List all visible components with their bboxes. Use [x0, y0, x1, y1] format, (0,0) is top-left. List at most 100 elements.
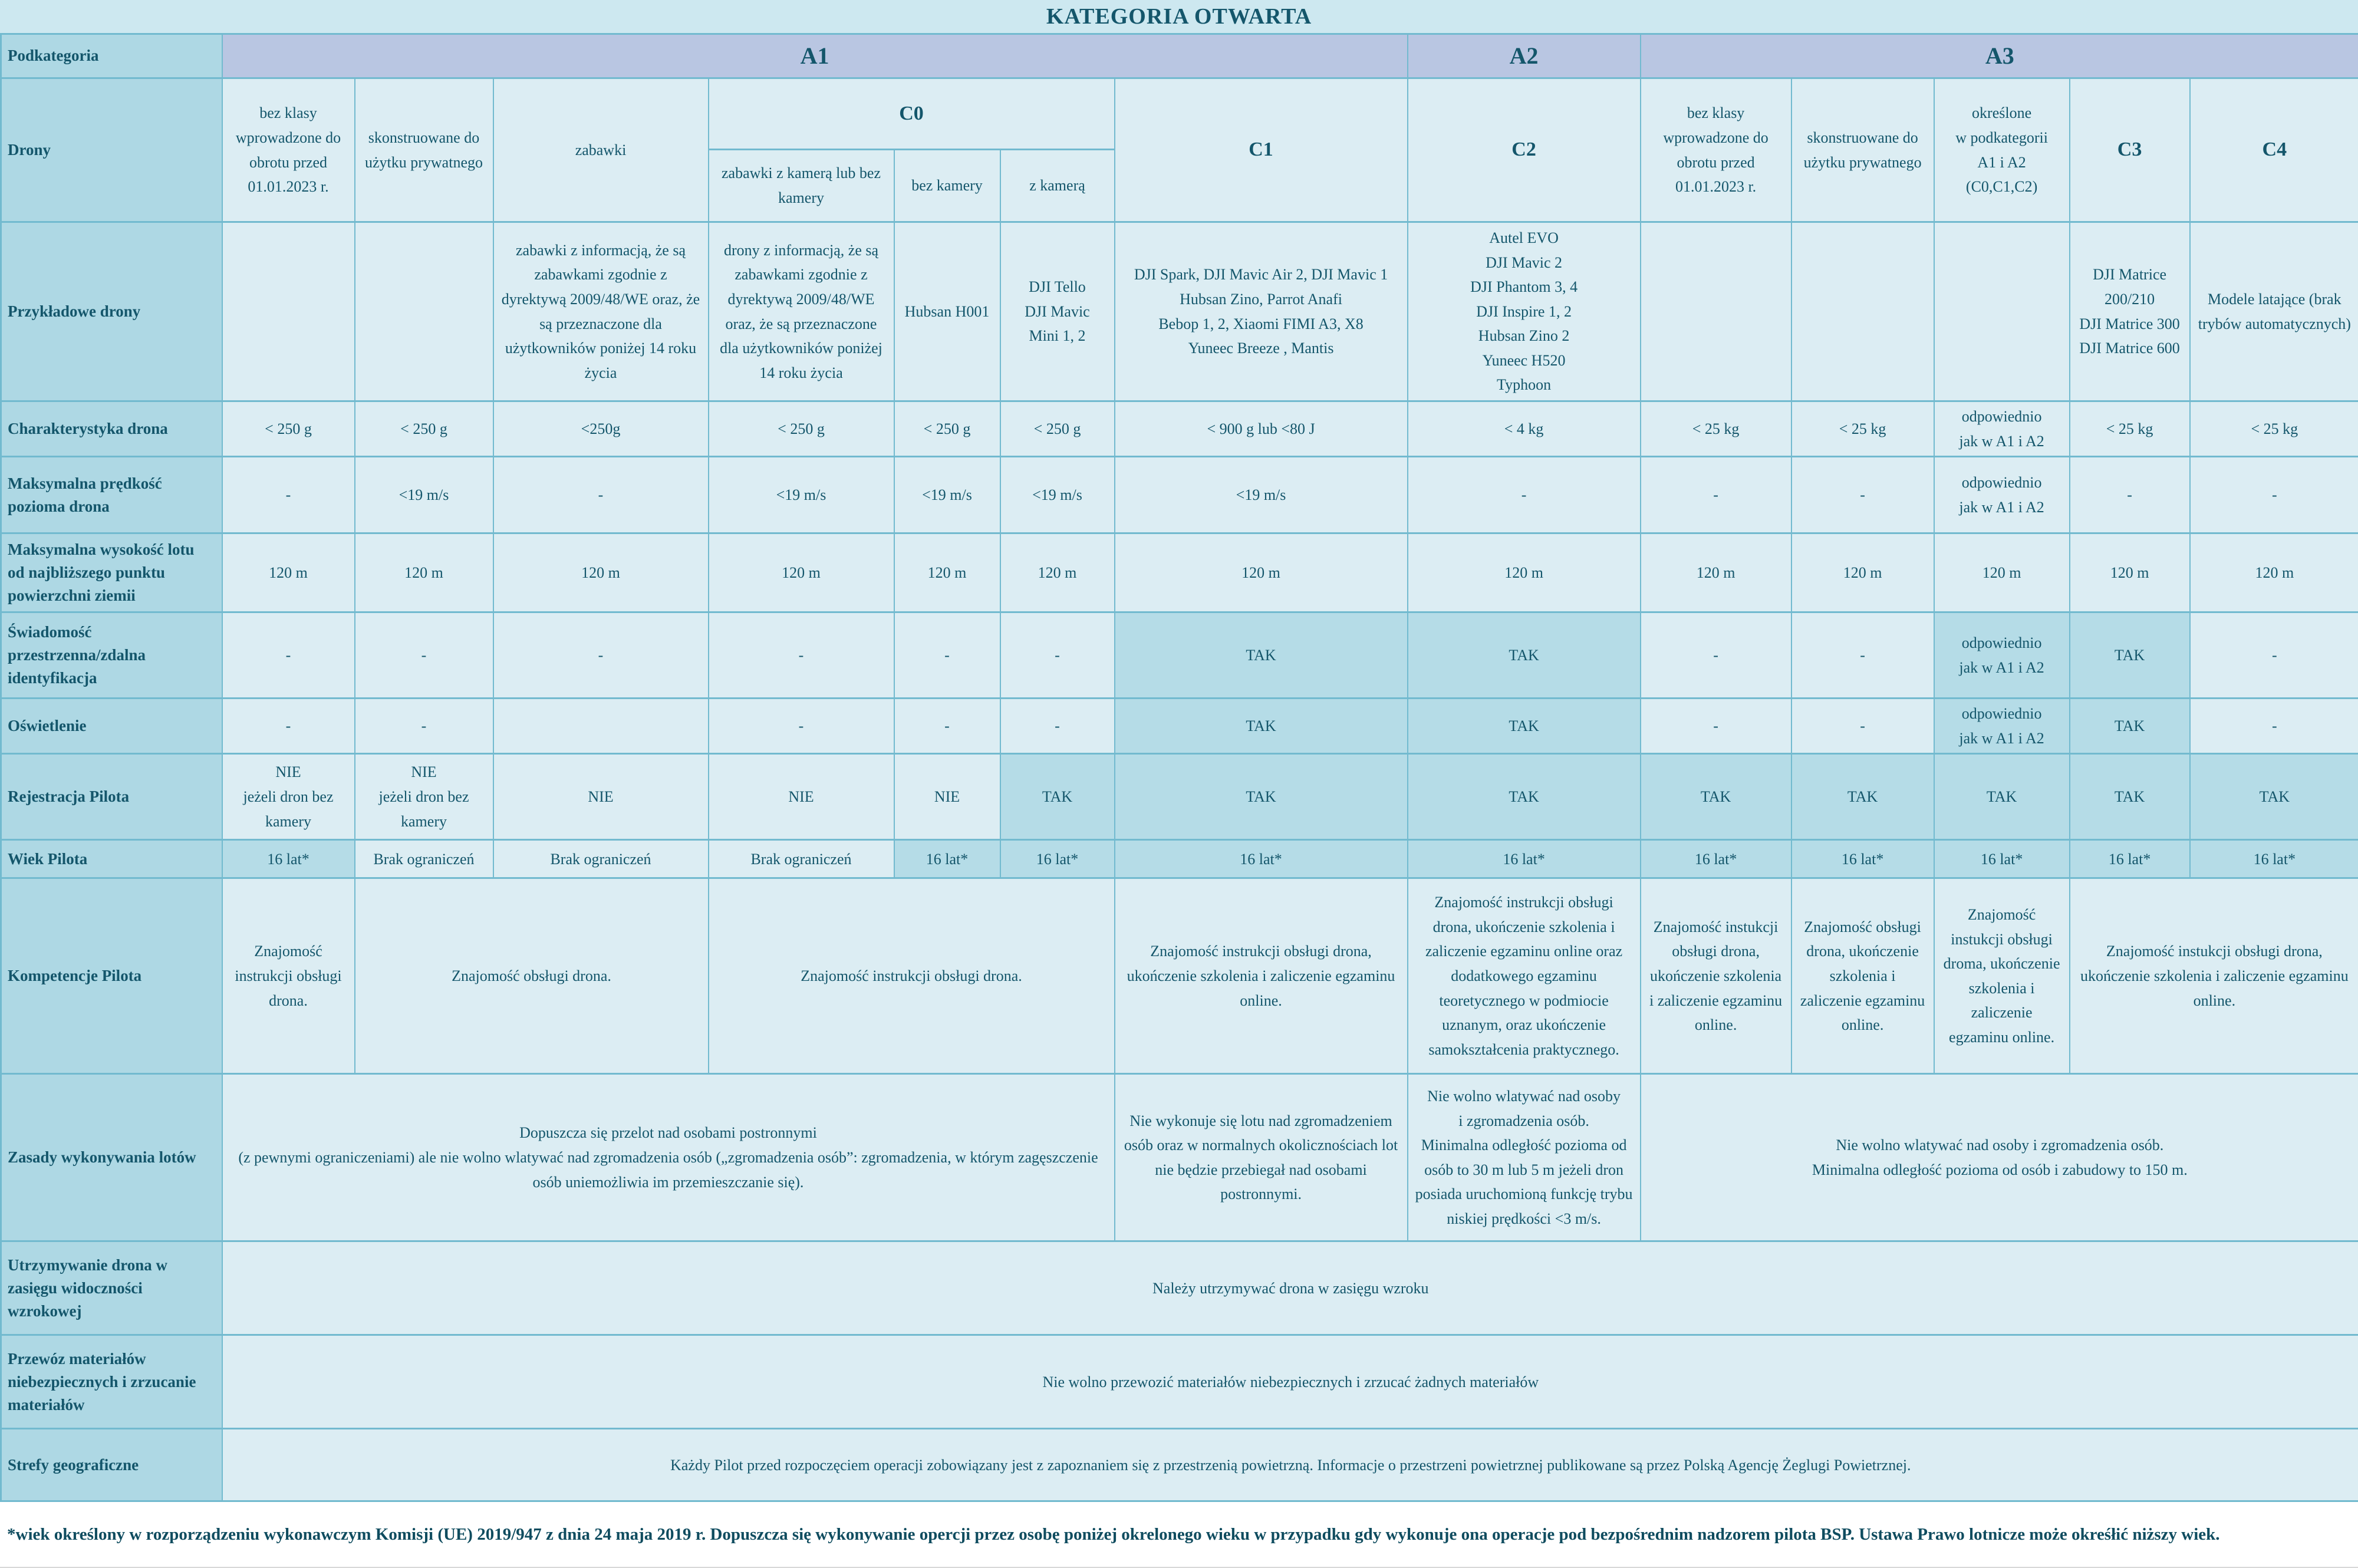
- zasady-c1: Nie wykonuje się lotu nad zgromadzeniem …: [1115, 1074, 1408, 1241]
- zasady-label: Zasady wykonywania lotów: [1, 1074, 222, 1241]
- przykladowe-zabawki: zabawki z informacją, że są zabawkami zg…: [493, 222, 709, 401]
- wysokosc-a3-skonstruowane: 120 m: [1791, 533, 1934, 612]
- oswietlenie-zab-kamera: -: [709, 699, 894, 754]
- przewoz-text: Nie wolno przewozić materiałów niebezpie…: [222, 1335, 2358, 1429]
- wysokosc-a3-okreslone: 120 m: [1934, 533, 2070, 612]
- zasady-c2: Nie wolno wlatywać nad osoby i zgromadze…: [1408, 1074, 1641, 1241]
- col-c4-header: C4: [2190, 78, 2358, 222]
- wysokosc-zab-kamera: 120 m: [709, 533, 894, 612]
- oswietlenie-a3-okreslone: odpowiednio jak w A1 i A2: [1934, 699, 2070, 754]
- page-title: KATEGORIA OTWARTA: [0, 0, 2358, 33]
- col-a1-bez-klasy: bez klasy wprowadzone do obrotu przed 01…: [222, 78, 355, 222]
- open-category-table: Podkategoria A1 A2 A3 Drony bez klasy wp…: [0, 33, 2358, 1502]
- charakterystyka-a3-skonstruowane: < 25 kg: [1791, 401, 1934, 457]
- col-c3-header: C3: [2070, 78, 2190, 222]
- wysokosc-c1: 120 m: [1115, 533, 1408, 612]
- swiadomosc-c4: -: [2190, 612, 2358, 699]
- kompetencje-label: Kompetencje Pilota: [1, 878, 222, 1074]
- charakterystyka-a3-bez-klasy: < 25 kg: [1641, 401, 1791, 457]
- predkosc-a3-okreslone: odpowiednio jak w A1 i A2: [1934, 457, 2070, 533]
- wiek-zabawki: Brak ograniczeń: [493, 840, 709, 878]
- oswietlenie-c2: TAK: [1408, 699, 1641, 754]
- charakterystyka-zab-kamera: < 250 g: [709, 401, 894, 457]
- wysokosc-z-kamera: 120 m: [1000, 533, 1115, 612]
- row-swiadomosc: Świadomość przestrzenna/zdalna identyfik…: [1, 612, 2358, 699]
- rejestracja-bez-kamery: NIE: [894, 754, 1000, 840]
- przykladowe-skonstruowane: [355, 222, 493, 401]
- oswietlenie-a3-bez-klasy: -: [1641, 699, 1791, 754]
- wiek-bez-kamery: 16 lat*: [894, 840, 1000, 878]
- rejestracja-bez-klasy: NIE jeżeli dron bez kamery: [222, 754, 355, 840]
- kompetencje-a3-bez-klasy: Znajomość instukcji obsługi drona, ukońc…: [1641, 878, 1791, 1074]
- col-a3-okreslone: określone w podkategorii A1 i A2 (C0,C1,…: [1934, 78, 2070, 222]
- oswietlenie-label: Oświetlenie: [1, 699, 222, 754]
- oswietlenie-bez-klasy: -: [222, 699, 355, 754]
- kompetencje-c1: Znajomość instrukcji obsługi drona, ukoń…: [1115, 878, 1408, 1074]
- wysokosc-c3: 120 m: [2070, 533, 2190, 612]
- wiek-label: Wiek Pilota: [1, 840, 222, 878]
- kompetencje-bez-klasy: Znajomość instrukcji obsługi drona.: [222, 878, 355, 1074]
- przykladowe-c1: DJI Spark, DJI Mavic Air 2, DJI Mavic 1 …: [1115, 222, 1408, 401]
- wysokosc-bez-klasy: 120 m: [222, 533, 355, 612]
- wiek-skonstruowane: Brak ograniczeń: [355, 840, 493, 878]
- rejestracja-a3-okreslone: TAK: [1934, 754, 2070, 840]
- oswietlenie-zabawki: [493, 699, 709, 754]
- swiadomosc-zab-kamera: -: [709, 612, 894, 699]
- rejestracja-z-kamera: TAK: [1000, 754, 1115, 840]
- charakterystyka-bez-kamery: < 250 g: [894, 401, 1000, 457]
- swiadomosc-c3: TAK: [2070, 612, 2190, 699]
- kompetencje-c2: Znajomość instrukcji obsługi drona, ukoń…: [1408, 878, 1641, 1074]
- wysokosc-c4: 120 m: [2190, 533, 2358, 612]
- przykladowe-a3-okreslone: [1934, 222, 2070, 401]
- zasady-a3: Nie wolno wlatywać nad osoby i zgromadze…: [1641, 1074, 2358, 1241]
- charakterystyka-label: Charakterystyka drona: [1, 401, 222, 457]
- utrzymywanie-label: Utrzymywanie drona w zasięgu widoczności…: [1, 1241, 222, 1335]
- charakterystyka-bez-klasy: < 250 g: [222, 401, 355, 457]
- kompetencje-c3-c4: Znajomość instukcji obsługi drona, ukońc…: [2070, 878, 2358, 1074]
- footnote: *wiek określony w rozporządzeniu wykonaw…: [0, 1502, 2358, 1568]
- swiadomosc-skonstruowane: -: [355, 612, 493, 699]
- przewoz-label: Przewóz materiałów niebezpiecznych i zrz…: [1, 1335, 222, 1429]
- oswietlenie-c3: TAK: [2070, 699, 2190, 754]
- przykladowe-a3-bez-klasy: [1641, 222, 1791, 401]
- swiadomosc-zabawki: -: [493, 612, 709, 699]
- swiadomosc-c1: TAK: [1115, 612, 1408, 699]
- col-c0-z-kamera: z kamerą: [1000, 150, 1115, 222]
- przykladowe-bez-kamery: Hubsan H001: [894, 222, 1000, 401]
- kompetencje-a3-okreslone: Znajomość instukcji obsługi droma, ukońc…: [1934, 878, 2070, 1074]
- przykladowe-bez-klasy: [222, 222, 355, 401]
- predkosc-bez-kamery: <19 m/s: [894, 457, 1000, 533]
- charakterystyka-c4: < 25 kg: [2190, 401, 2358, 457]
- przykladowe-label: Przykładowe drony: [1, 222, 222, 401]
- rejestracja-zabawki: NIE: [493, 754, 709, 840]
- col-a3-bez-klasy: bez klasy wprowadzone do obrotu przed 01…: [1641, 78, 1791, 222]
- oswietlenie-c1: TAK: [1115, 699, 1408, 754]
- wiek-a3-skonstruowane: 16 lat*: [1791, 840, 1934, 878]
- oswietlenie-bez-kamery: -: [894, 699, 1000, 754]
- rejestracja-c1: TAK: [1115, 754, 1408, 840]
- swiadomosc-a3-bez-klasy: -: [1641, 612, 1791, 699]
- row-strefy: Strefy geograficzne Każdy Pilot przed ro…: [1, 1429, 2358, 1501]
- wiek-z-kamera: 16 lat*: [1000, 840, 1115, 878]
- row-wiek: Wiek Pilota 16 lat* Brak ograniczeń Brak…: [1, 840, 2358, 878]
- charakterystyka-zabawki: <250g: [493, 401, 709, 457]
- col-a3-skonstruowane: skonstruowane do użytku prywatnego: [1791, 78, 1934, 222]
- przykladowe-z-kamera: DJI Tello DJI Mavic Mini 1, 2: [1000, 222, 1115, 401]
- kompetencje-c0: Znajomość instrukcji obsługi drona.: [709, 878, 1115, 1074]
- wiek-bez-klasy: 16 lat*: [222, 840, 355, 878]
- row-oswietlenie: Oświetlenie - - - - - TAK TAK - - odpowi…: [1, 699, 2358, 754]
- charakterystyka-c1: < 900 g lub <80 J: [1115, 401, 1408, 457]
- oswietlenie-skonstruowane: -: [355, 699, 493, 754]
- col-a1-skonstruowane: skonstruowane do użytku prywatnego: [355, 78, 493, 222]
- predkosc-c2: -: [1408, 457, 1641, 533]
- wiek-c4: 16 lat*: [2190, 840, 2358, 878]
- col-c0-bez-kamery: bez kamery: [894, 150, 1000, 222]
- predkosc-bez-klasy: -: [222, 457, 355, 533]
- przykladowe-c3: DJI Matrice 200/210 DJI Matrice 300 DJI …: [2070, 222, 2190, 401]
- wiek-a3-okreslone: 16 lat*: [1934, 840, 2070, 878]
- przykladowe-c2: Autel EVO DJI Mavic 2 DJI Phantom 3, 4 D…: [1408, 222, 1641, 401]
- zasady-a1: Dopuszcza się przelot nad osobami postro…: [222, 1074, 1115, 1241]
- charakterystyka-c3: < 25 kg: [2070, 401, 2190, 457]
- przykladowe-c4: Modele latające (brak trybów automatyczn…: [2190, 222, 2358, 401]
- rejestracja-a3-bez-klasy: TAK: [1641, 754, 1791, 840]
